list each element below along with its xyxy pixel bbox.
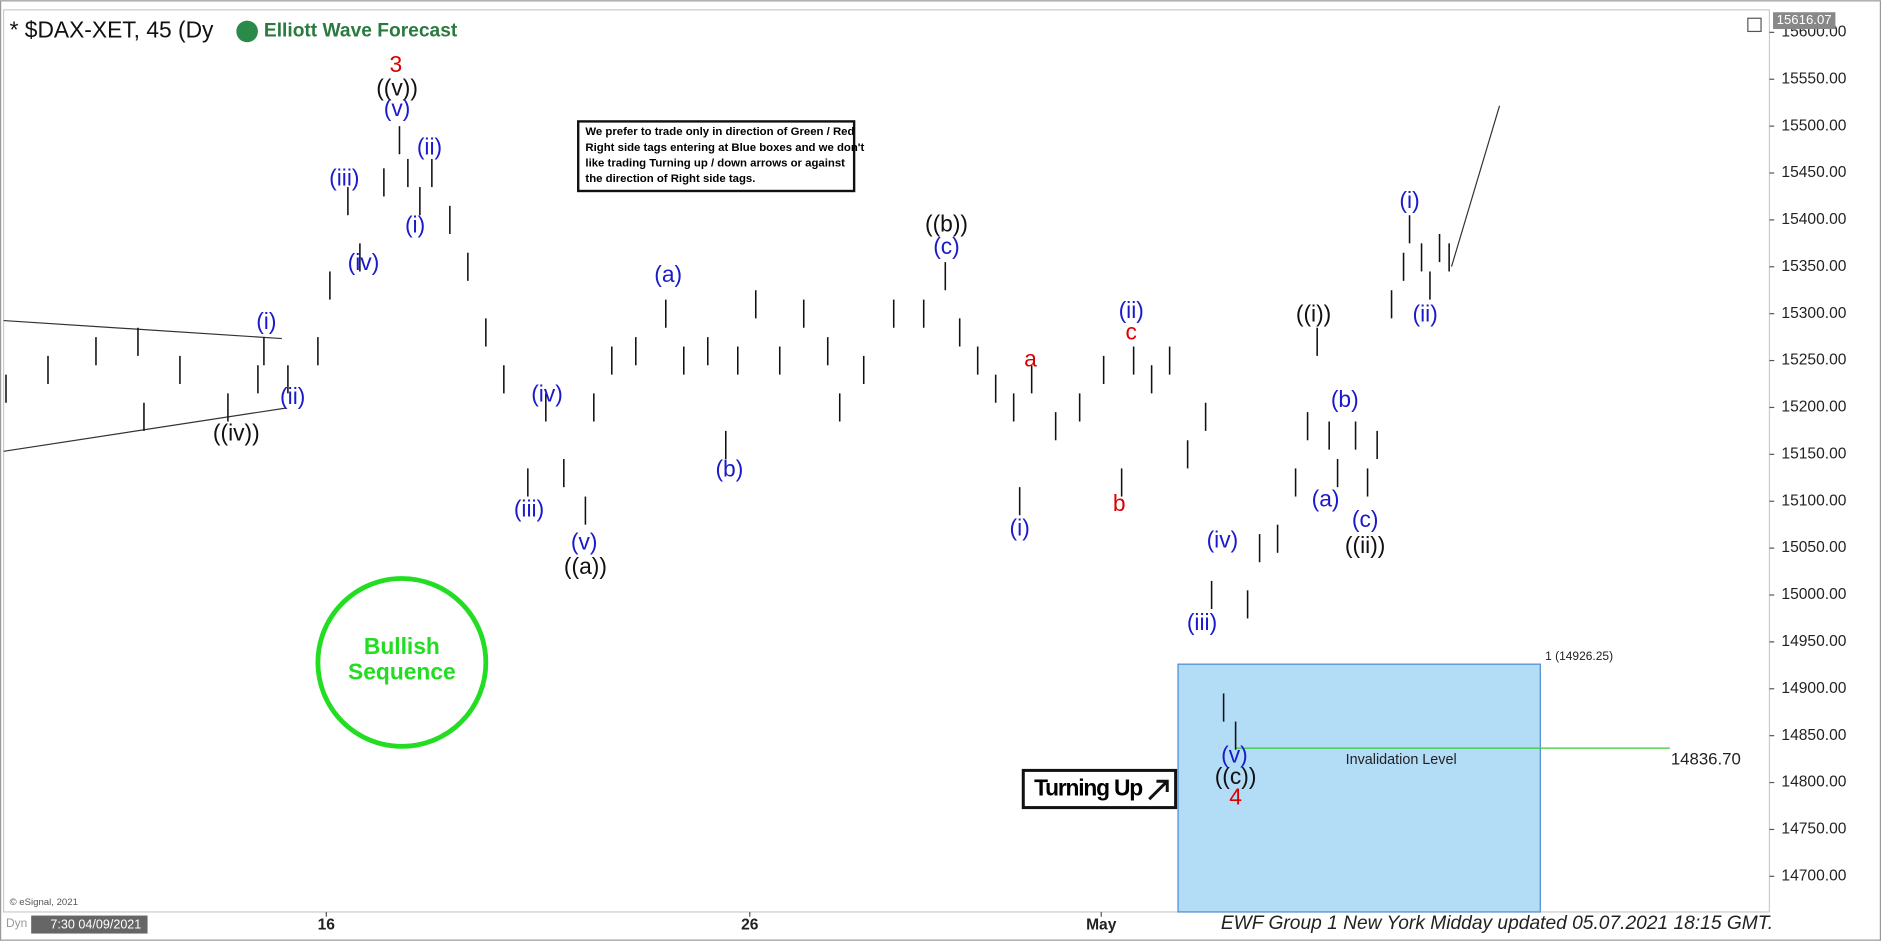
wave-label: 4 [1229,784,1242,810]
signal-arrow [1148,779,1169,801]
y-tick-label: 15350.00 [1781,258,1846,275]
y-tick-label: 15500.00 [1781,117,1846,134]
wave-label: ((b)) [925,211,968,237]
box-label: 1 (14926.25) [1545,649,1613,663]
wave-label: ((i)) [1296,301,1331,327]
badge-text: Bullish [364,633,440,659]
y-tick-label: 14750.00 [1781,821,1846,838]
y-tick-label: 14850.00 [1781,727,1846,744]
mode-label: Dyn [6,916,27,930]
wave-label: (a) [1312,485,1340,511]
wave-label: b [1113,490,1126,516]
wave-label: ((v)) [376,75,418,101]
wave-label: (ii) [280,383,305,409]
brand-logo [236,20,258,43]
notice-box [577,120,856,193]
badge-circle [315,576,489,749]
window-button[interactable] [1747,17,1762,33]
projection-line [1450,105,1501,267]
wave-label: (ii) [417,134,442,160]
last-price-box [1773,12,1836,30]
wave-label: (iii) [329,165,359,191]
wave-label: (iv) [348,249,380,275]
triangle-upper [3,319,282,340]
invalidation-text: Invalidation Level [1346,752,1457,768]
chart-title: * $DAX-XET, 45 (Dy [10,16,214,42]
cursor-box [31,915,148,934]
cursor-label: 7:30 04/09/2021 [50,917,141,931]
brand: Elliott Wave Forecast [264,21,458,42]
wave-label: (iv) [1207,527,1239,553]
invalidation-label: 14836.70 [1671,750,1741,769]
y-tick-label: 14700.00 [1781,867,1846,884]
wave-label: ((iv)) [213,420,260,446]
y-tick-label: 15050.00 [1781,539,1846,556]
wave-label: (i) [1010,514,1030,540]
wave-label: (iii) [1187,609,1217,635]
notice-line: We prefer to trade only in direction of … [585,126,854,138]
y-tick-label: 15000.00 [1781,586,1846,603]
wave-label: a [1024,346,1037,372]
wave-label: (iv) [531,380,563,406]
wave-label: (c) [1352,506,1379,532]
layer-box [1177,663,1670,913]
wave-label: (b) [1331,386,1359,412]
wave-label: (b) [715,455,743,481]
wave-label: (ii) [1119,297,1144,323]
y-tick-label: 15300.00 [1781,305,1846,322]
wave-label: (v) [571,528,598,554]
y-tick-label: 14800.00 [1781,774,1846,791]
plot-area [2,9,1771,913]
footer: EWF Group 1 New York Midday updated 05.0… [1221,913,1773,934]
y-tick-label: 14900.00 [1781,680,1846,697]
wave-label: (c) [933,233,960,259]
notice-line: the direction of Right side tags. [585,173,755,185]
wave-label: (i) [256,308,276,334]
badge-text: Sequence [348,658,456,684]
y-tick-label: 15200.00 [1781,399,1846,416]
wave-label: ((c)) [1215,763,1257,789]
wave-label: (iii) [514,496,544,522]
wave-label: (i) [1399,187,1419,213]
wave-label: ((ii)) [1345,532,1385,558]
copyright: © eSignal, 2021 [10,897,78,908]
notice-line: like trading Turning up / down arrows or… [585,157,845,169]
y-tick-label: 15100.00 [1781,492,1846,509]
notice-line: Right side tags entering at Blue boxes a… [585,142,864,154]
y-tick-label: 15550.00 [1781,70,1846,87]
y-tick-label: 15400.00 [1781,211,1846,228]
y-tick-label: 15250.00 [1781,352,1846,369]
signal-box [1021,768,1178,810]
layer-bars [5,126,1450,750]
wave-label: (i) [405,211,425,237]
y-tick-label: 14950.00 [1781,633,1846,650]
x-tick-label: May [1086,916,1117,933]
x-tick-label: 16 [318,916,336,933]
wave-label: (v) [384,95,411,121]
wave-label: c [1126,318,1137,344]
y-tick-label: 15450.00 [1781,164,1846,181]
layer-labels: 14700.00 14750.00 14800.00 14850.00 14900.00… [213,23,1847,933]
wave-label: (ii) [1412,301,1437,327]
signal-text: Turning Up [1034,775,1142,801]
wave-label: 3 [390,51,403,77]
wave-label: (a) [654,261,682,287]
wave-label: ((a)) [564,553,607,579]
wave-label: (v) [1221,741,1248,767]
x-tick-label: 26 [741,916,759,933]
blue-box [1177,663,1541,913]
y-tick-label: 15150.00 [1781,445,1846,462]
last-price: 15616.07 [1777,12,1832,27]
